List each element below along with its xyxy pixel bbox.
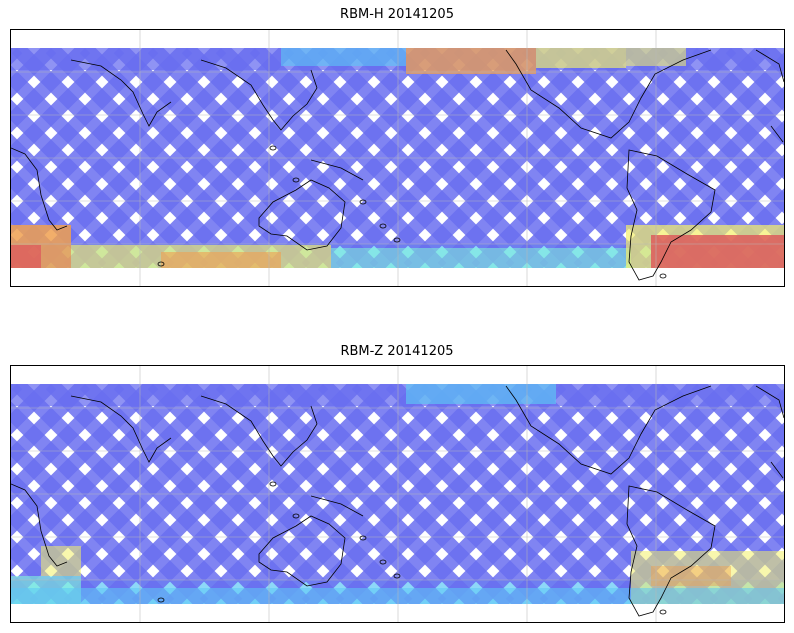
island-outline [379,223,387,229]
island-outline [292,177,300,183]
map-canvas-bottom [11,366,784,622]
coastline-path [626,485,716,617]
coastline-path [755,49,784,83]
hot-zone-se [651,566,731,586]
coastline-path [505,49,712,139]
coastline-path [626,149,716,281]
swath-descending [11,384,57,435]
coastline-path [200,59,318,131]
hot-zone-se [651,235,784,268]
coastline-path [770,461,784,479]
island-outline [659,273,667,279]
map-canvas-top [11,30,784,286]
coastline-path [70,59,172,127]
coastline-path [11,483,68,567]
island-outline [157,261,165,267]
swath-descending [11,384,125,503]
cool-zone-s [11,588,784,604]
gridlines [11,366,784,622]
cool-zone-s [331,248,631,268]
swath-descending [11,384,91,469]
island-outline [157,597,165,603]
island-outline [393,573,401,579]
island-outline [393,237,401,243]
panel-title-bottom: RBM-Z 20141205 [340,344,454,359]
island-outline [292,513,300,519]
panel-title-top: RBM-H 20141205 [340,7,454,22]
coastline-path [505,385,712,475]
coastlines [11,385,784,617]
coastline-path [310,159,364,181]
swath-descending [11,48,91,133]
island-outline [269,481,277,487]
hot-zone-n [406,48,536,74]
island-outline [359,535,367,541]
gridlines [11,30,784,286]
island-outline [359,199,367,205]
map-panel-bottom [10,365,785,623]
hot-zone-s [161,252,281,268]
hot-zone-sw-core [11,245,41,268]
map-panel-top [10,29,785,287]
cool-zone-n [406,384,556,404]
coastline-path [258,179,346,251]
warm-zone-n [536,48,626,68]
swath-descending [11,48,125,167]
swath-descending [11,48,57,99]
island-outline [269,145,277,151]
coastline-path [11,147,68,231]
coastline-path [200,395,318,467]
coastline-path [770,125,784,143]
coastline-path [755,385,784,419]
coastline-path [70,395,172,463]
coastline-path [258,515,346,587]
cool-zone-n [281,48,406,66]
island-outline [379,559,387,565]
coastlines [11,49,784,281]
island-outline [659,609,667,615]
coastline-path [310,495,364,517]
